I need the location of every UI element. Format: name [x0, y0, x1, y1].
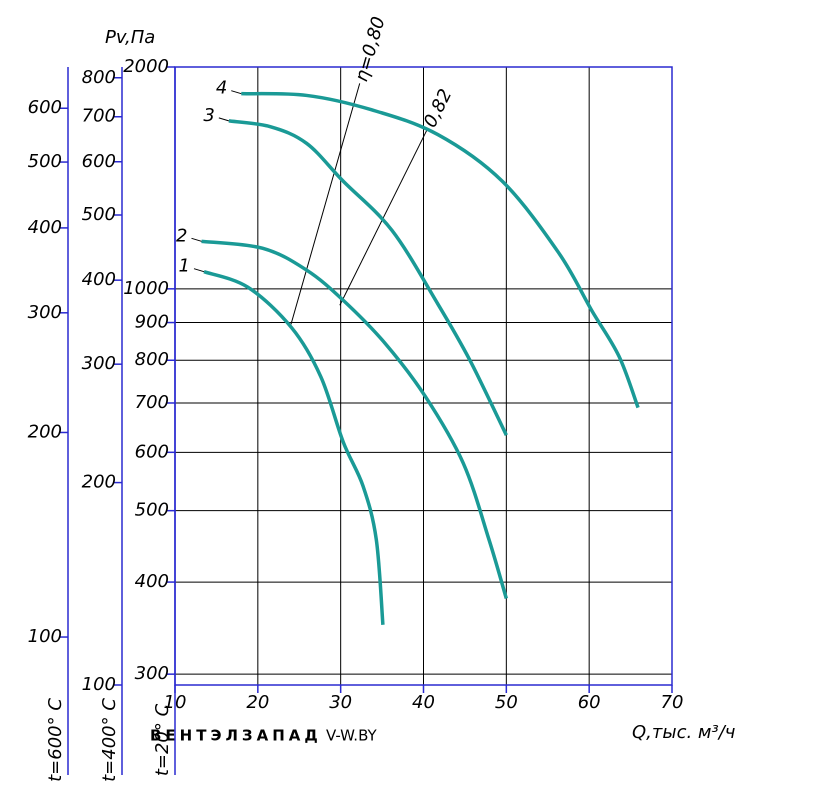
x-tick-label: 60 — [578, 692, 601, 713]
y-tick-label: 300 — [28, 302, 62, 323]
y-tick-label: 600 — [28, 97, 62, 118]
y-tick-label: 400 — [82, 269, 116, 290]
y-tick-label: 700 — [82, 106, 116, 127]
y-tick-label: 400 — [135, 571, 169, 592]
curve-leader — [218, 117, 229, 122]
curve — [228, 119, 508, 436]
efficiency-label: 0,82 — [420, 86, 457, 131]
x-axis-title: Q,тыс. м³/ч — [632, 722, 735, 743]
watermark: ВЕНТЭЛЗАПАД — [150, 727, 322, 745]
x-tick-label: 40 — [412, 692, 435, 713]
y-tick-label: 600 — [82, 151, 116, 172]
legend-label: 4 — [216, 78, 227, 99]
curve — [203, 270, 385, 625]
curve-leader — [191, 237, 202, 242]
efficiency-label: η=0,80 — [351, 14, 389, 84]
y-tick-label: 100 — [82, 674, 116, 695]
y-tick-label: 300 — [82, 353, 116, 374]
y-tick-label: 700 — [135, 392, 169, 413]
y-axis-label: t=600° C — [45, 698, 66, 782]
y-tick-label: 200 — [28, 421, 62, 442]
efficiency-line — [339, 128, 429, 306]
y-tick-label: 500 — [82, 204, 116, 225]
watermark: V-W.BY — [326, 727, 378, 745]
y-axis-title: Pv,Па — [105, 27, 155, 48]
legend-label: 2 — [176, 225, 187, 246]
legend-label: 1 — [179, 256, 190, 277]
efficiency-line — [290, 83, 361, 325]
y-tick-label: 600 — [135, 441, 169, 462]
x-tick-label: 50 — [495, 692, 518, 713]
y-tick-label: 500 — [135, 500, 169, 521]
curve — [201, 239, 509, 599]
x-tick-label: 20 — [246, 692, 269, 713]
y-tick-label: 400 — [28, 217, 62, 238]
y-axis-label: t=400° C — [99, 698, 120, 782]
y-tick-label: 300 — [135, 663, 169, 684]
y-tick-label: 200 — [82, 472, 116, 493]
curve — [241, 91, 640, 409]
y-tick-label: 100 — [28, 626, 62, 647]
y-tick-label: 1000 — [123, 278, 169, 299]
y-tick-label: 500 — [28, 151, 62, 172]
curve-leader — [193, 268, 205, 273]
x-tick-label: 30 — [329, 692, 352, 713]
legend-label: 3 — [203, 105, 214, 126]
y-tick-label: 800 — [82, 67, 116, 88]
y-tick-label: 800 — [135, 349, 169, 370]
y-axis-label: t=20° C — [152, 703, 173, 776]
y-tick-label: 900 — [135, 312, 169, 333]
x-tick-label: 70 — [661, 692, 684, 713]
y-tick-label: 2000 — [123, 56, 169, 77]
curve-leader — [231, 90, 242, 95]
